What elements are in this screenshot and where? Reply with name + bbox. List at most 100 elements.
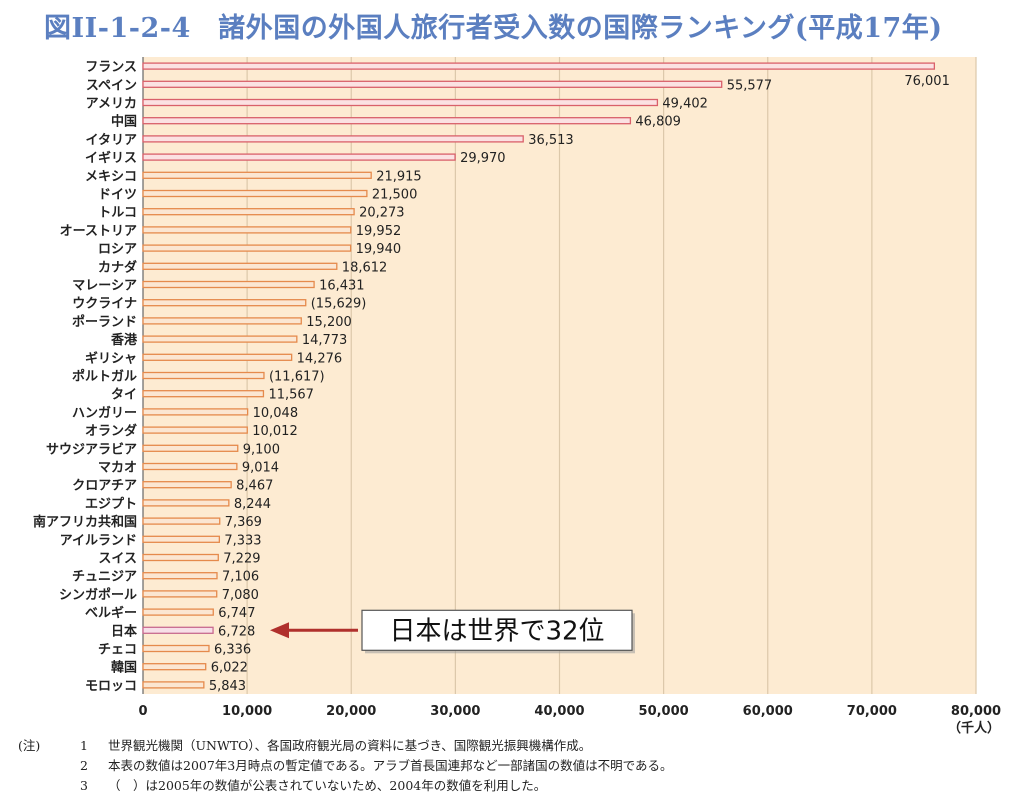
bar-12 <box>142 262 338 270</box>
bar-24 <box>142 481 232 489</box>
x-tick-label: 40,000 <box>534 704 584 719</box>
annotation-arrow-head <box>270 622 289 639</box>
category-label: ポルトガル <box>72 369 137 385</box>
bar-13 <box>142 280 315 289</box>
category-label: オーストリア <box>60 224 137 239</box>
category-label: ギリシャ <box>85 350 137 366</box>
category-label: オランダ <box>85 423 137 439</box>
bar-6 <box>142 153 456 161</box>
category-label: マレーシア <box>72 279 137 294</box>
bar-21 <box>142 426 248 434</box>
footnote-text: 本表の数値は2007年3月時点の暫定値である。アラブ首長国連邦など一部諸国の数値… <box>108 758 673 773</box>
bar-2 <box>142 80 723 88</box>
category-label: 韓国 <box>111 660 137 676</box>
value-label: 46,809 <box>635 115 681 130</box>
chart-title: 図II-1-2-4 諸外国の外国人旅行者受入数の国際ランキング(平成17年) <box>44 13 943 44</box>
bar-chart: フランス 76,001 スペイン 55,577 アメリカ 49,402 中国 46,809 イタ… <box>33 57 1001 736</box>
value-label: 7,106 <box>222 570 259 585</box>
bar-3 <box>142 98 659 107</box>
value-label: 20,273 <box>359 206 405 221</box>
category-label: シンガポール <box>59 587 137 603</box>
category-label: エジプト <box>85 497 137 512</box>
category-label: アメリカ <box>86 97 137 112</box>
bar-5 <box>142 135 524 143</box>
value-label: 10,048 <box>253 406 299 421</box>
category-label: スイス <box>98 552 137 567</box>
x-tick-label: 50,000 <box>639 704 689 719</box>
category-label: カナダ <box>98 259 137 275</box>
category-label: チェコ <box>98 643 137 658</box>
value-label: 36,513 <box>528 133 574 148</box>
bar-11 <box>142 244 352 252</box>
bar-19 <box>142 390 265 398</box>
bar-10 <box>142 226 352 234</box>
bar-8 <box>142 189 368 198</box>
category-label: ハンガリー <box>72 406 137 421</box>
value-label: 16,431 <box>319 279 365 294</box>
category-label: イタリア <box>86 133 137 148</box>
value-label: 5,843 <box>209 679 246 694</box>
bar-1 <box>142 62 936 70</box>
value-label: 21,915 <box>376 169 422 184</box>
x-tick-label: 80,000 <box>951 704 1001 719</box>
bar-14 <box>142 299 307 307</box>
bar-29 <box>142 572 218 580</box>
value-label: 18,612 <box>342 260 388 275</box>
value-label: 21,500 <box>372 188 418 203</box>
value-label: 15,200 <box>306 315 352 330</box>
footnote-number: 2 <box>80 758 88 773</box>
x-unit-label: （千人） <box>948 720 1000 736</box>
value-label: 11,567 <box>268 388 314 403</box>
bar-33 <box>142 644 210 653</box>
value-label: 9,100 <box>243 442 280 457</box>
category-label: モロッコ <box>85 679 137 694</box>
value-label: 7,369 <box>225 515 262 530</box>
bar-31 <box>142 608 214 616</box>
value-label: 55,577 <box>727 78 773 93</box>
x-tick-label: 30,000 <box>430 704 480 719</box>
footnote-3: 3 （ ）は2005年の数値が公表されていないため、2004年の数値を利用した。 <box>18 776 673 796</box>
value-label: 29,970 <box>460 151 506 166</box>
category-label: 南アフリカ共和国 <box>33 514 137 530</box>
category-label: マカオ <box>98 461 137 476</box>
bar-23 <box>142 462 238 471</box>
category-label: ドイツ <box>98 188 137 203</box>
footnote-text: 世界観光機関（UNWTO）、各国政府観光局の資料に基づき、国際観光振興機構作成。 <box>108 738 592 753</box>
category-label: ポーランド <box>72 314 137 330</box>
footnote-number: 3 <box>80 778 88 793</box>
footnote-text: （ ）は2005年の数値が公表されていないため、2004年の数値を利用した。 <box>108 778 547 793</box>
value-label: 76,001 <box>904 74 950 89</box>
x-tick-label: 20,000 <box>326 704 376 719</box>
value-label: 6,728 <box>218 624 255 639</box>
value-label: (15,629) <box>311 297 367 312</box>
annotation-box <box>361 609 633 651</box>
category-label: クロアチア <box>72 479 137 494</box>
value-label: (11,617) <box>269 370 325 385</box>
value-label: 7,229 <box>223 552 260 567</box>
value-label: 8,244 <box>234 497 271 512</box>
bar-18 <box>142 371 265 380</box>
bar-30 <box>142 590 218 598</box>
value-label: 14,773 <box>302 333 348 348</box>
value-label: 8,467 <box>236 479 273 494</box>
category-label: トルコ <box>98 206 137 221</box>
bar-16 <box>142 335 298 343</box>
bar-35 <box>142 681 205 689</box>
category-label: 日本 <box>111 623 137 639</box>
category-label: サウジアラビア <box>46 441 137 457</box>
category-label: スペイン <box>86 78 137 93</box>
category-label: ベルギー <box>85 605 137 621</box>
category-label: 中国 <box>111 114 137 130</box>
x-tick-label: 10,000 <box>222 704 272 719</box>
category-label: タイ <box>111 388 137 403</box>
x-tick-label: 60,000 <box>743 704 793 719</box>
value-label: 19,940 <box>356 242 402 257</box>
bar-25 <box>142 499 230 507</box>
value-label: 14,276 <box>297 351 343 366</box>
annotation-text: 日本は世界で32位 <box>389 616 604 646</box>
bar-4 <box>142 117 632 125</box>
bar-32 <box>142 626 214 634</box>
footnote-number: 1 <box>80 738 88 753</box>
value-label: 19,952 <box>356 224 402 239</box>
bar-26 <box>142 517 221 525</box>
